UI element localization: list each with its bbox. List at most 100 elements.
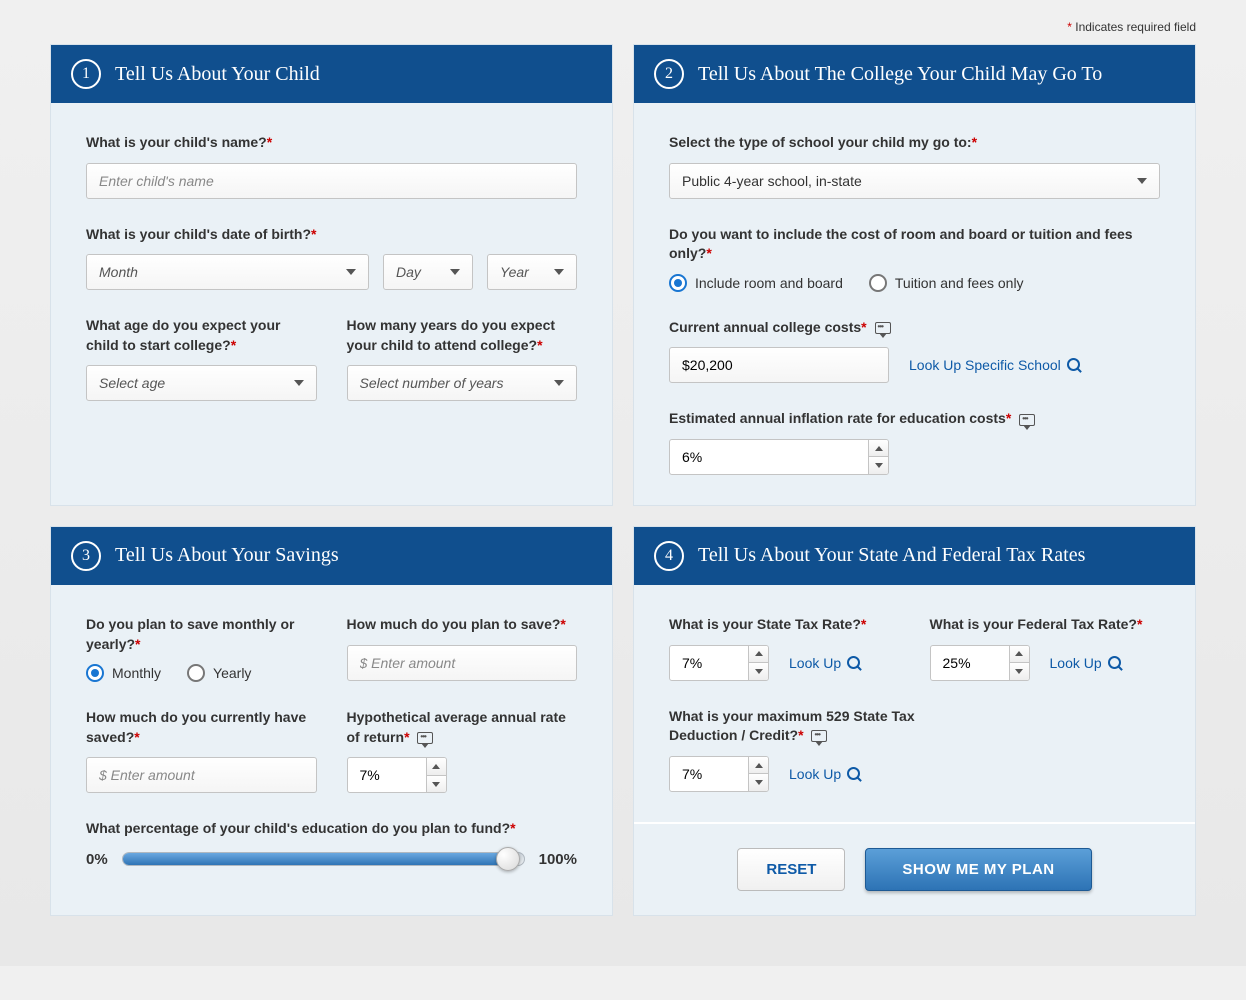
ror-label: Hypothetical average annual rate of retu… (347, 708, 578, 747)
spinner-down-button[interactable] (1010, 663, 1029, 680)
ror-input[interactable] (348, 758, 426, 792)
child-name-input[interactable] (86, 163, 577, 199)
step-number: 3 (71, 541, 101, 571)
radio-icon (187, 664, 205, 682)
lookup-deduction-link[interactable]: Look Up (789, 766, 861, 782)
radio-monthly[interactable]: Monthly (86, 664, 161, 682)
state-tax-input[interactable] (670, 646, 748, 680)
arrow-up-icon (875, 446, 883, 451)
state-tax-spinner[interactable] (669, 645, 769, 681)
state-tax-label: What is your State Tax Rate?* (669, 615, 900, 635)
spinner-up-button[interactable] (1010, 646, 1029, 664)
radio-tuition-only[interactable]: Tuition and fees only (869, 274, 1024, 292)
deduction-input[interactable] (670, 757, 748, 791)
ror-spinner[interactable] (347, 757, 447, 793)
slider-max-label: 100% (539, 851, 577, 868)
start-age-label: What age do you expect your child to sta… (86, 316, 317, 355)
annual-cost-input[interactable] (669, 347, 889, 383)
arrow-up-icon (1015, 651, 1023, 656)
step-number: 2 (654, 59, 684, 89)
save-freq-label: Do you plan to save monthly or yearly?* (86, 615, 317, 654)
lookup-school-link[interactable]: Look Up Specific School (909, 357, 1081, 373)
spinner-down-button[interactable] (749, 663, 768, 680)
school-type-select[interactable]: Public 4-year school, in-state (669, 163, 1160, 199)
current-saved-input[interactable] (86, 757, 317, 793)
radio-icon (869, 274, 887, 292)
deduction-spinner[interactable] (669, 756, 769, 792)
panel-header: 2 Tell Us About The College Your Child M… (634, 45, 1195, 103)
search-icon (847, 656, 861, 670)
chevron-down-icon (294, 380, 304, 386)
tooltip-icon[interactable] (1019, 414, 1035, 426)
arrow-down-icon (432, 782, 440, 787)
tooltip-icon[interactable] (417, 732, 433, 744)
spinner-up-button[interactable] (749, 646, 768, 664)
panel-title: Tell Us About Your State And Federal Tax… (698, 544, 1085, 567)
tooltip-icon[interactable] (875, 322, 891, 334)
arrow-down-icon (755, 780, 763, 785)
spinner-up-button[interactable] (749, 757, 768, 775)
school-type-label: Select the type of school your child my … (669, 133, 1160, 153)
panel-title: Tell Us About The College Your Child May… (698, 63, 1102, 86)
panel-savings: 3 Tell Us About Your Savings Do you plan… (50, 526, 613, 916)
federal-tax-label: What is your Federal Tax Rate?* (930, 615, 1161, 635)
panel-header: 3 Tell Us About Your Savings (51, 527, 612, 585)
required-field-note: * Indicates required field (50, 20, 1196, 34)
inflation-spinner[interactable] (669, 439, 889, 475)
spinner-down-button[interactable] (749, 774, 768, 791)
save-amount-label: How much do you plan to save?* (347, 615, 578, 635)
step-number: 4 (654, 541, 684, 571)
panel-header: 4 Tell Us About Your State And Federal T… (634, 527, 1195, 585)
dob-year-select[interactable]: Year (487, 254, 577, 290)
cost-include-label: Do you want to include the cost of room … (669, 225, 1160, 264)
start-age-select[interactable]: Select age (86, 365, 317, 401)
current-saved-label: How much do you currently have saved?* (86, 708, 317, 747)
arrow-up-icon (755, 763, 763, 768)
panel-header: 1 Tell Us About Your Child (51, 45, 612, 103)
annual-cost-label: Current annual college costs* (669, 318, 1160, 338)
dob-month-select[interactable]: Month (86, 254, 369, 290)
chevron-down-icon (554, 380, 564, 386)
step-number: 1 (71, 59, 101, 89)
deduction-label: What is your maximum 529 State Tax Deduc… (669, 707, 929, 746)
radio-icon (669, 274, 687, 292)
arrow-down-icon (875, 463, 883, 468)
panel-title: Tell Us About Your Child (115, 63, 320, 86)
spinner-down-button[interactable] (869, 457, 888, 474)
panel-child-info: 1 Tell Us About Your Child What is your … (50, 44, 613, 506)
save-amount-input[interactable] (347, 645, 578, 681)
chevron-down-icon (1137, 178, 1147, 184)
lookup-state-tax-link[interactable]: Look Up (789, 655, 861, 671)
lookup-federal-tax-link[interactable]: Look Up (1050, 655, 1122, 671)
arrow-up-icon (432, 764, 440, 769)
attend-years-label: How many years do you expect your child … (347, 316, 578, 355)
federal-tax-input[interactable] (931, 646, 1009, 680)
radio-room-board[interactable]: Include room and board (669, 274, 843, 292)
spinner-up-button[interactable] (869, 440, 888, 458)
tooltip-icon[interactable] (811, 730, 827, 742)
dob-day-select[interactable]: Day (383, 254, 473, 290)
fund-pct-slider[interactable] (122, 852, 525, 866)
radio-yearly[interactable]: Yearly (187, 664, 251, 682)
spinner-up-button[interactable] (427, 758, 446, 776)
arrow-down-icon (755, 669, 763, 674)
reset-button[interactable]: RESET (737, 848, 845, 891)
fund-pct-label: What percentage of your child's educatio… (86, 819, 577, 839)
chevron-down-icon (554, 269, 564, 275)
panel-title: Tell Us About Your Savings (115, 544, 339, 567)
spinner-down-button[interactable] (427, 776, 446, 793)
chevron-down-icon (450, 269, 460, 275)
search-icon (1067, 358, 1081, 372)
dob-label: What is your child's date of birth?* (86, 225, 577, 245)
slider-thumb[interactable] (496, 847, 520, 871)
panel-college-info: 2 Tell Us About The College Your Child M… (633, 44, 1196, 506)
panel-tax-rates: 4 Tell Us About Your State And Federal T… (633, 526, 1196, 916)
child-name-label: What is your child's name?* (86, 133, 577, 153)
federal-tax-spinner[interactable] (930, 645, 1030, 681)
chevron-down-icon (346, 269, 356, 275)
radio-icon (86, 664, 104, 682)
search-icon (847, 767, 861, 781)
attend-years-select[interactable]: Select number of years (347, 365, 578, 401)
show-plan-button[interactable]: SHOW ME MY PLAN (865, 848, 1091, 891)
inflation-input[interactable] (670, 440, 868, 474)
